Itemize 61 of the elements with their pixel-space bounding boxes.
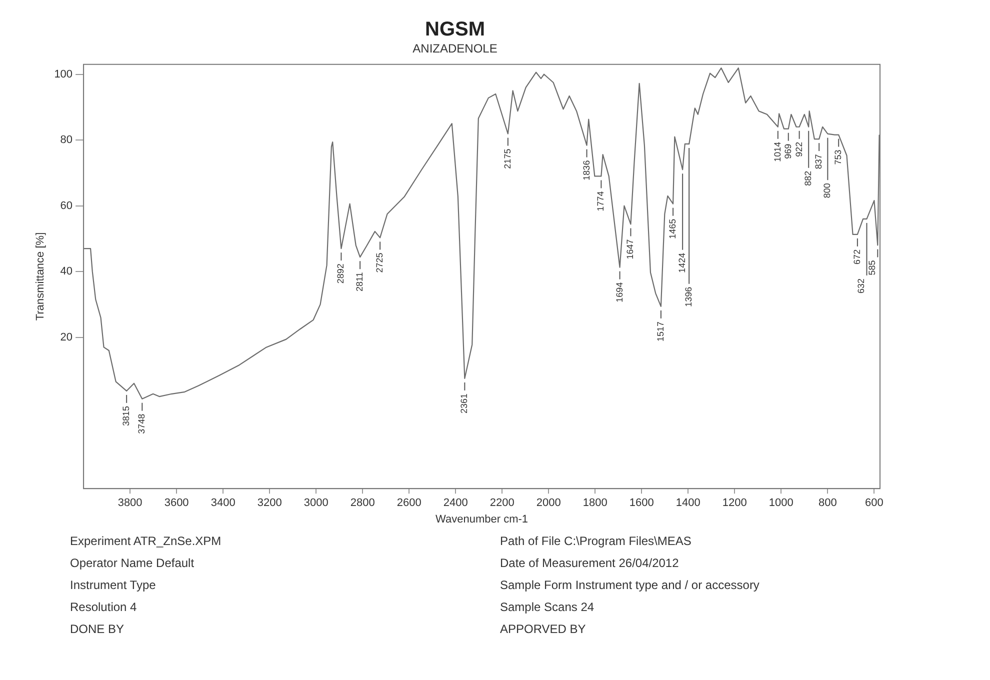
x-tick-label: 3200 (257, 497, 282, 510)
annotation: 1647 (625, 239, 636, 260)
text: Date of Measurement 26/04/2012 (500, 556, 680, 570)
annotation: 3748 (136, 414, 147, 434)
x-tick-label: 2800 (350, 497, 375, 510)
annotation: 2725 (374, 252, 385, 273)
annotation: 1465 (668, 218, 678, 239)
y-axis-title: Transmittance [%] (34, 232, 47, 321)
text: Sample Scans 24 (500, 600, 596, 614)
annotation: 882 (803, 170, 814, 186)
x-tick-label: 1400 (676, 497, 700, 510)
annotation: 632 (856, 278, 866, 294)
annotation: 1517 (655, 321, 666, 342)
annotation: 800 (822, 183, 832, 198)
annotation: 2175 (502, 148, 512, 169)
x-tick-label: 3800 (118, 497, 142, 510)
text: Instrument Type (70, 578, 157, 592)
annotation: 1424 (677, 252, 688, 273)
x-tick-label: 3400 (210, 497, 236, 510)
x-tick-label: 3600 (164, 497, 189, 510)
annotation: 2361 (459, 393, 470, 414)
x-tick-label: 1800 (582, 497, 608, 510)
text: Sample Form Instrument type and / or accessory (500, 578, 760, 592)
y-tick-label: 40 (60, 266, 73, 278)
annotation: 2892 (336, 264, 346, 284)
x-tick-label: 1000 (768, 497, 794, 510)
x-tick-label: 1200 (722, 497, 747, 510)
y-tick-label: 100 (54, 68, 73, 80)
x-tick-label: 600 (865, 497, 884, 510)
annotation: 585 (867, 260, 878, 276)
x-tick-label: 1600 (629, 497, 654, 510)
text: Experiment ATR_ZnSe.XPM (70, 534, 222, 548)
chart-title: NGSM (425, 18, 485, 41)
y-tick-label: 20 (60, 331, 73, 344)
x-tick-label: 2200 (490, 497, 514, 510)
y-tick-label: 60 (60, 200, 73, 212)
annotation: 3815 (121, 406, 132, 426)
annotation: 1836 (581, 160, 592, 180)
x-tick-label: 2000 (536, 497, 561, 510)
annotation: 753 (833, 150, 844, 165)
text: Operator Name Default (70, 556, 196, 570)
text: Path of File C:\Program Files\MEAS (500, 534, 692, 548)
annotation: 969 (782, 144, 793, 159)
x-tick-label: 3000 (304, 497, 328, 510)
annotation: 922 (794, 142, 804, 157)
annotation: 1014 (772, 142, 782, 162)
text: Resolution 4 (70, 600, 138, 614)
x-tick-label: 2600 (396, 497, 422, 510)
x-axis-title: Wavenumber cm-1 (436, 513, 528, 526)
annotation: 1694 (614, 282, 624, 302)
y-tick-label: 80 (60, 134, 73, 146)
chart-subtitle: ANIZADENOLE (412, 42, 498, 56)
annotation: 2811 (354, 272, 365, 292)
x-tick-label: 2400 (443, 497, 468, 510)
text: APPORVED BY (500, 622, 587, 636)
annotation: 1774 (596, 191, 606, 212)
annotation: 672 (852, 249, 862, 264)
x-tick-label: 800 (818, 497, 837, 510)
annotation: 1396 (684, 286, 694, 307)
text: DONE BY (70, 622, 126, 636)
annotation: 837 (814, 154, 824, 170)
